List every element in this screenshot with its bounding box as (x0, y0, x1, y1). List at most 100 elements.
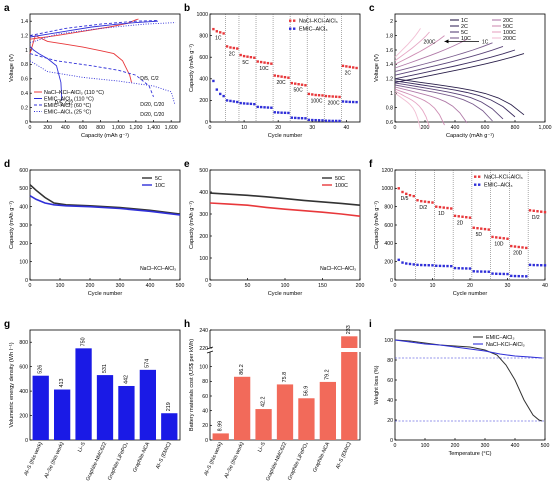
legend-label: 100C (335, 183, 348, 189)
y-tick-label: 600 (199, 55, 208, 61)
y-tick-label: 600 (19, 168, 28, 174)
data-point (307, 92, 311, 96)
x-axis-label: Capacity (mAh g⁻¹) (446, 133, 494, 139)
panel-label-i: i (369, 319, 372, 330)
data-point (435, 205, 438, 208)
x-tick-label: 400 (451, 125, 460, 131)
legend-label: 10C (155, 183, 165, 189)
x-tick-label: 800 (96, 125, 105, 131)
x-tick-label: 300 (481, 443, 490, 449)
y-tick-label: 80 (387, 358, 393, 364)
y-tick-label: 200 (199, 234, 208, 240)
data-point (324, 119, 328, 122)
y-tick-label: 100 (19, 259, 28, 265)
y-tick-label: 800 (19, 340, 28, 346)
data-point (225, 99, 229, 102)
x-tick-label: 1,200 (129, 125, 142, 131)
y-tick-label: 400 (384, 241, 393, 247)
legend-label: EMIC–AlCl₃ (110 °C) (44, 96, 94, 102)
legend-label: 50C (503, 24, 513, 30)
x-tick-label: 0 (394, 125, 397, 131)
data-point (532, 263, 535, 267)
data-point (242, 102, 246, 105)
rate-label: 2C (229, 51, 236, 57)
y-tick-label: 300 (19, 223, 28, 229)
legend-marker (289, 19, 292, 22)
data-point (222, 32, 225, 35)
x-tick-label: 40 (542, 283, 548, 289)
x-axis-label: Temperature (°C) (449, 451, 492, 457)
legend-label: 5C (461, 30, 468, 36)
y-tick-label: 200 (384, 259, 393, 265)
charge-curve (394, 31, 430, 62)
legend-label: 50C (335, 176, 345, 182)
panel-label-a: a (4, 3, 10, 14)
bar (139, 369, 156, 440)
x-tick-label: 1,600 (165, 125, 178, 131)
data-point (480, 227, 483, 230)
x-tick-label: 200 (43, 125, 52, 131)
data-point (468, 216, 472, 219)
y-tick-label: 0.6 (21, 77, 28, 83)
bar-lower (341, 352, 358, 440)
y-axis-label: Volumetric energy density (Wh l⁻¹) (9, 342, 15, 427)
data-point (416, 263, 419, 267)
legend-marker (474, 175, 477, 178)
data-point (294, 82, 297, 85)
data-point (536, 210, 539, 213)
data-point (294, 116, 297, 120)
x-tick-label: 0 (209, 283, 212, 289)
data-point (457, 215, 460, 218)
x-tick-label: 400 (146, 283, 155, 289)
x-tick-label: 20 (275, 125, 281, 131)
data-point (317, 94, 321, 97)
y-tick-label: 220 (199, 346, 208, 352)
y-tick-label: 400 (199, 190, 208, 196)
discharge-curve (394, 80, 516, 118)
data-point (423, 200, 427, 203)
charge-curve (394, 45, 504, 76)
charge-curve (394, 53, 525, 83)
x-tick-label: 150 (318, 283, 327, 289)
bar-value-label: 8.99 (218, 421, 224, 432)
legend-label: 100C (503, 30, 516, 36)
cycle-line (209, 202, 361, 217)
data-point (242, 54, 246, 58)
y-tick-label: 0 (390, 278, 393, 284)
charge-curve (394, 49, 516, 80)
y-tick-label: 2 (390, 19, 393, 25)
voltage-curve (29, 46, 63, 101)
data-point (540, 264, 543, 267)
category-label: Al–S (this work) (23, 441, 44, 477)
y-tick-label: 0.8 (386, 105, 393, 111)
data-point (249, 56, 253, 59)
data-point (528, 209, 532, 212)
data-point (420, 199, 423, 203)
panel-c: 0 200 400 600 800 1,000 0.6 0.8 1 1.2 1.4 1.6 1.8 2 Ca… (369, 3, 552, 139)
bar-value-label: 526 (38, 365, 44, 374)
data-point (502, 237, 505, 240)
panel-label-d: d (4, 159, 10, 170)
data-point (311, 118, 314, 122)
y-tick-label: 20 (387, 418, 393, 424)
data-point (259, 60, 263, 64)
legend-label: EMIC–AlCl₃ (25 °C) (44, 109, 91, 115)
y-tick-label: 0 (205, 278, 208, 284)
data-point (465, 216, 468, 219)
data-point (442, 264, 445, 268)
y-tick-label: 100 (384, 338, 393, 344)
voltage-curve (29, 60, 176, 105)
legend-label: 1C (461, 18, 468, 24)
data-point (465, 267, 468, 270)
data-point (502, 272, 505, 276)
rate-label: 1D (438, 211, 445, 217)
data-point (536, 263, 539, 267)
x-tick-label: 600 (79, 125, 88, 131)
y-tick-label: 0.4 (21, 91, 28, 97)
bar-value-label: 75.8 (282, 372, 288, 383)
y-tick-label: 60 (202, 394, 208, 400)
panel-a: 0 200 400 600 800 1,000 1,200 1,400 1,600 0 0.2 0.4… (4, 3, 181, 139)
bar-value-label: 42.2 (260, 397, 266, 408)
x-tick-label: 1,000 (112, 125, 125, 131)
